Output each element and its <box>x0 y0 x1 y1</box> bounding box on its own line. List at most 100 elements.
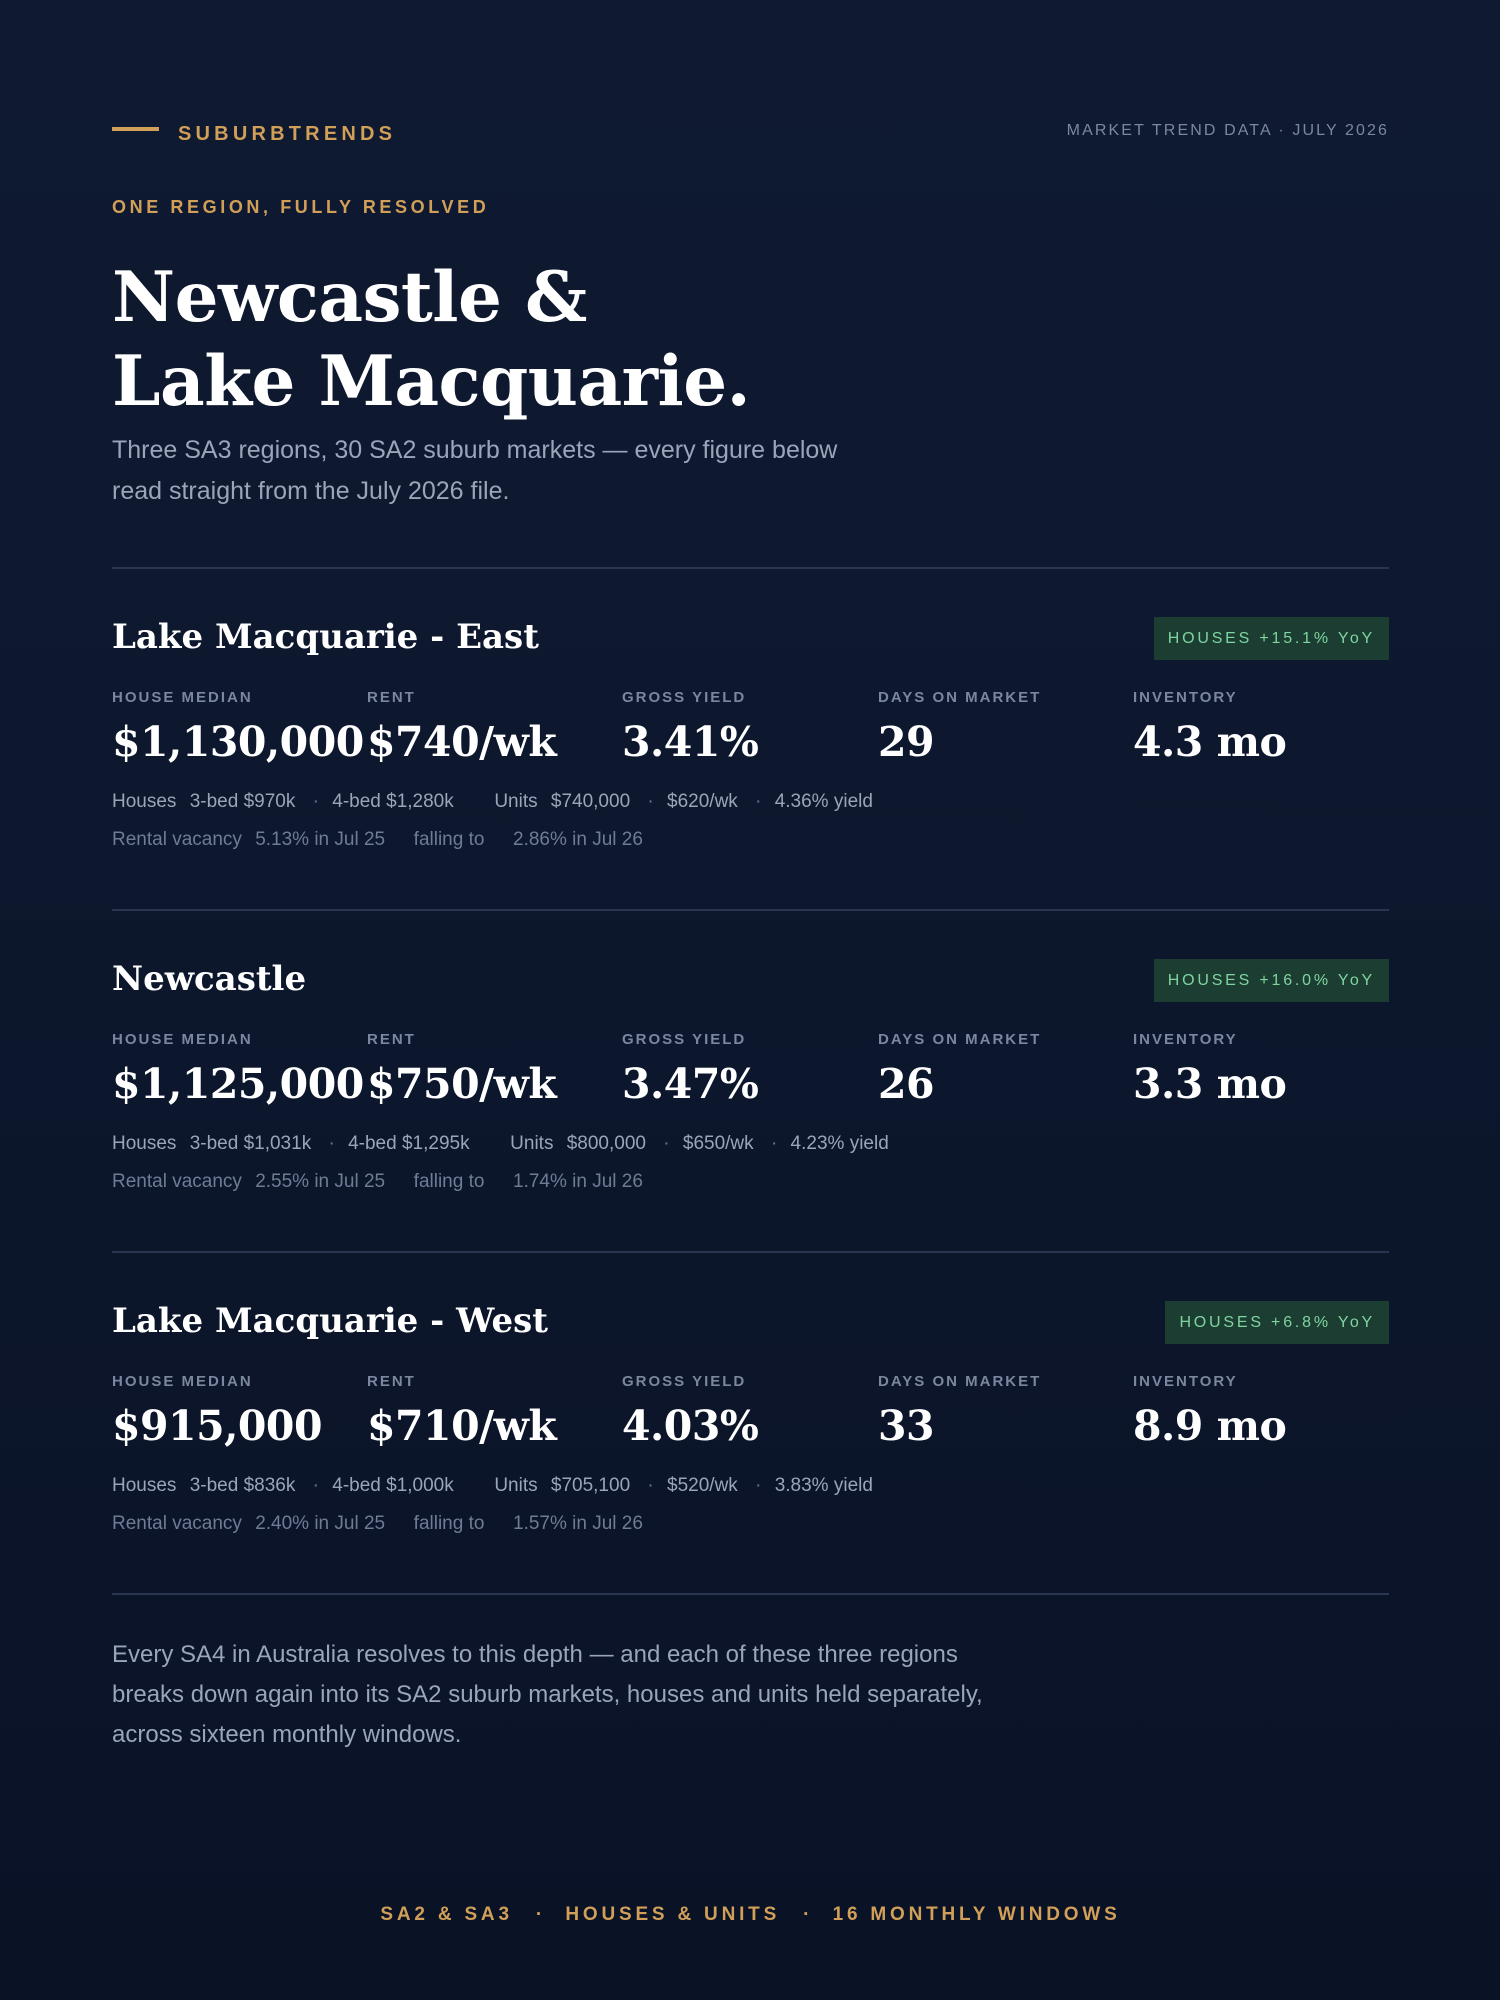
stat-house-median: HOUSE MEDIAN $1,130,000 <box>112 689 364 768</box>
separator: · <box>328 1133 335 1154</box>
headline-line-2: Lake Macquarie. <box>112 341 751 422</box>
falling-to-label: falling to <box>413 1171 485 1192</box>
eyebrow: ONE REGION, FULLY RESOLVED <box>112 197 490 217</box>
stat-label: GROSS YIELD <box>622 1373 747 1390</box>
footer-item-houses-units: HOUSES & UNITS <box>565 1904 781 1925</box>
stat-gross-yield: GROSS YIELD 4.03% <box>622 1373 872 1452</box>
separator: · <box>647 791 654 812</box>
dwelling-detail: Houses 3-bed $970k · 4-bed $1,280k Units… <box>112 791 881 813</box>
vacancy-label: Rental vacancy <box>112 1171 242 1192</box>
units-median: $705,100 <box>550 1475 631 1496</box>
units-median: $800,000 <box>566 1133 646 1154</box>
footer-separator: · <box>803 1904 810 1925</box>
stat-label: INVENTORY <box>1133 689 1238 706</box>
vacancy-to: 2.86% in Jul 26 <box>513 829 643 850</box>
stat-gross-yield: GROSS YIELD 3.47% <box>622 1031 872 1110</box>
divider <box>112 1251 1389 1253</box>
stat-value: 3.41% <box>622 718 759 766</box>
stat-value: 3.47% <box>622 1060 759 1108</box>
stat-value: 4.3 mo <box>1133 718 1287 766</box>
growth-badge: HOUSES +16.0% YoY <box>1153 959 1389 1002</box>
stat-value: $750/wk <box>367 1060 557 1108</box>
units-rent: $650/wk <box>682 1133 754 1154</box>
vacancy-detail: Rental vacancy 2.40% in Jul 25 falling t… <box>112 1513 651 1535</box>
stat-label: RENT <box>367 689 416 706</box>
growth-badge: HOUSES +6.8% YoY <box>1165 1301 1389 1344</box>
falling-to-label: falling to <box>413 829 485 850</box>
region-lake-macquarie-east: Lake Macquarie - East HOUSES +15.1% YoY … <box>112 615 1389 875</box>
intro-text: Three SA3 regions, 30 SA2 suburb markets… <box>112 436 838 505</box>
region-newcastle: Newcastle HOUSES +16.0% YoY HOUSE MEDIAN… <box>112 957 1389 1217</box>
stat-value: 8.9 mo <box>1133 1402 1287 1450</box>
houses-4bed: 4-bed $1,295k <box>348 1133 470 1154</box>
units-yield: 4.23% yield <box>790 1133 889 1154</box>
stat-inventory: INVENTORY 4.3 mo <box>1133 689 1383 768</box>
stat-gross-yield: GROSS YIELD 3.41% <box>622 689 872 768</box>
houses-3bed: 3-bed $836k <box>189 1475 296 1496</box>
stat-label: RENT <box>367 1031 416 1048</box>
separator: · <box>312 791 319 812</box>
footer: SA2 & SA3 · HOUSES & UNITS · 16 MONTHLY … <box>112 1904 1389 1926</box>
stat-value: $710/wk <box>367 1402 557 1450</box>
divider <box>112 567 1389 569</box>
closing-text: Every SA4 in Australia resolves to this … <box>112 1641 983 1748</box>
stat-label: DAYS ON MARKET <box>878 689 1042 706</box>
stat-house-median: HOUSE MEDIAN $915,000 <box>112 1373 362 1452</box>
headline-line-1: Newcastle & <box>112 257 587 338</box>
separator: · <box>755 1475 762 1496</box>
separator: · <box>647 1475 654 1496</box>
units-label: Units <box>494 791 538 812</box>
growth-badge: HOUSES +15.1% YoY <box>1153 617 1389 660</box>
stat-label: GROSS YIELD <box>622 1031 747 1048</box>
vacancy-label: Rental vacancy <box>112 1513 242 1534</box>
stat-value: 33 <box>878 1402 935 1450</box>
separator: · <box>663 1133 670 1154</box>
report-page: SUBURBTRENDS MARKET TREND DATA · JULY 20… <box>112 0 1389 2000</box>
region-name: Lake Macquarie - West <box>112 1301 548 1341</box>
stat-inventory: INVENTORY 8.9 mo <box>1133 1373 1383 1452</box>
dwelling-detail: Houses 3-bed $836k · 4-bed $1,000k Units… <box>112 1475 881 1497</box>
stat-label: DAYS ON MARKET <box>878 1373 1042 1390</box>
stat-label: HOUSE MEDIAN <box>112 689 253 706</box>
vacancy-to: 1.74% in Jul 26 <box>513 1171 643 1192</box>
units-yield: 3.83% yield <box>774 1475 873 1496</box>
vacancy-from: 5.13% in Jul 25 <box>255 829 386 850</box>
separator: · <box>312 1475 319 1496</box>
footer-item-sa2-sa3: SA2 & SA3 <box>380 1904 513 1925</box>
stat-label: HOUSE MEDIAN <box>112 1373 253 1390</box>
brand-name: SUBURBTRENDS <box>178 122 397 145</box>
stat-days-on-market: DAYS ON MARKET 26 <box>878 1031 1128 1110</box>
stat-days-on-market: DAYS ON MARKET 33 <box>878 1373 1128 1452</box>
vacancy-detail: Rental vacancy 2.55% in Jul 25 falling t… <box>112 1171 651 1193</box>
separator: · <box>755 791 762 812</box>
units-yield: 4.36% yield <box>774 791 873 812</box>
vacancy-to: 1.57% in Jul 26 <box>513 1513 643 1534</box>
stat-rent: RENT $750/wk <box>367 1031 617 1110</box>
falling-to-label: falling to <box>413 1513 485 1534</box>
stat-label: INVENTORY <box>1133 1031 1238 1048</box>
units-rent: $620/wk <box>667 791 738 812</box>
stat-house-median: HOUSE MEDIAN $1,125,000 <box>112 1031 364 1110</box>
units-label: Units <box>510 1133 554 1154</box>
units-label: Units <box>494 1475 538 1496</box>
divider <box>112 909 1389 911</box>
stat-value: $1,130,000 <box>112 718 364 766</box>
region-lake-macquarie-west: Lake Macquarie - West HOUSES +6.8% YoY H… <box>112 1299 1389 1559</box>
market-label: MARKET TREND DATA · JULY 2026 <box>1066 122 1389 139</box>
divider <box>112 1593 1389 1595</box>
units-rent: $520/wk <box>667 1475 738 1496</box>
stat-inventory: INVENTORY 3.3 mo <box>1133 1031 1383 1110</box>
stat-label: GROSS YIELD <box>622 689 747 706</box>
stat-label: RENT <box>367 1373 416 1390</box>
units-median: $740,000 <box>550 791 631 812</box>
stat-rent: RENT $710/wk <box>367 1373 617 1452</box>
houses-label: Houses <box>112 1133 177 1154</box>
stat-value: $915,000 <box>112 1402 322 1450</box>
footer-separator: · <box>535 1904 543 1925</box>
page-title: Newcastle & Lake Macquarie. <box>112 256 1012 424</box>
brand: SUBURBTRENDS <box>112 121 396 147</box>
region-name: Newcastle <box>112 959 307 999</box>
houses-4bed: 4-bed $1,280k <box>332 791 454 812</box>
stat-value: 4.03% <box>622 1402 759 1450</box>
stat-value: 3.3 mo <box>1133 1060 1287 1108</box>
